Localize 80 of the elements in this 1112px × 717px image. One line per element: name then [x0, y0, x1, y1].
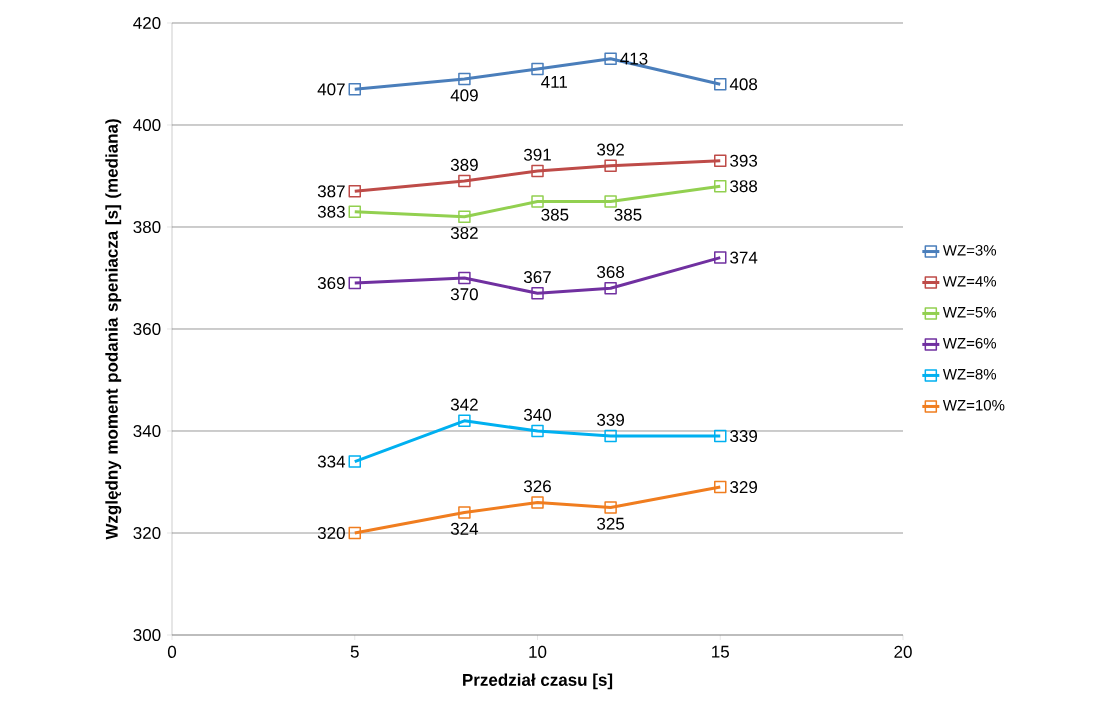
- point: [714, 480, 727, 494]
- point: [714, 429, 727, 443]
- point: [348, 205, 361, 218]
- x-tick-label: 15: [712, 645, 729, 658]
- x-axis-title: Przedział czasu [s]: [463, 673, 613, 690]
- legend-label: WZ=3%: [942, 245, 997, 256]
- point: [458, 271, 471, 285]
- data-label: 340: [523, 408, 552, 421]
- point: [531, 195, 544, 208]
- data-label: 408: [729, 78, 758, 91]
- data-label: 334: [317, 455, 346, 468]
- point: [458, 72, 471, 86]
- legend-label: WZ=4%: [942, 276, 997, 287]
- point: [604, 52, 617, 65]
- data-label: 388: [730, 180, 758, 193]
- data-label: 382: [450, 226, 478, 240]
- point: [458, 210, 471, 224]
- point: [714, 251, 727, 264]
- point: [458, 174, 471, 188]
- point: [604, 429, 617, 443]
- point: [531, 287, 544, 300]
- point: [348, 526, 361, 540]
- point: [531, 164, 544, 178]
- legend-label: WZ=6%: [942, 337, 997, 349]
- data-label: 342: [450, 398, 478, 411]
- data-label: 387: [317, 185, 345, 198]
- data-label: 391: [523, 148, 551, 161]
- legend-label: WZ=5%: [942, 306, 997, 318]
- point: [348, 276, 361, 290]
- data-label: 407: [317, 83, 345, 96]
- y-tick-label: 300: [133, 628, 161, 642]
- y-tick-label: 420: [133, 16, 161, 30]
- x-tick-label: 20: [894, 645, 912, 658]
- data-label: 411: [541, 76, 567, 88]
- point: [714, 179, 727, 193]
- point: [604, 159, 617, 173]
- point: [348, 455, 361, 468]
- data-label: 368: [597, 265, 625, 278]
- data-label: 369: [317, 277, 345, 290]
- data-label: 326: [523, 480, 551, 493]
- point: [531, 62, 544, 76]
- y-tick-label: 360: [133, 322, 161, 336]
- point: [714, 154, 727, 167]
- data-label: 383: [317, 205, 345, 218]
- data-label: 385: [614, 208, 642, 221]
- data-label: 339: [597, 413, 624, 426]
- data-label: 409: [450, 89, 478, 102]
- point: [604, 195, 617, 208]
- point: [531, 424, 544, 438]
- y-tick-label: 380: [133, 220, 161, 234]
- data-label: 329: [730, 481, 758, 494]
- data-label: 385: [541, 208, 569, 221]
- x-tick-label: 10: [529, 645, 547, 658]
- point: [458, 506, 471, 519]
- point: [458, 414, 471, 428]
- y-tick-label: 340: [133, 424, 161, 438]
- point: [348, 185, 361, 198]
- data-label: 389: [450, 158, 478, 171]
- data-label: 374: [730, 251, 758, 264]
- point: [531, 496, 544, 509]
- x-tick-label: 5: [350, 645, 359, 658]
- data-label: 324: [450, 522, 479, 535]
- x-tick-label: 0: [167, 645, 177, 658]
- data-label: 413: [620, 52, 648, 65]
- point: [714, 77, 727, 91]
- point: [348, 83, 361, 96]
- data-label: 392: [597, 143, 624, 156]
- y-axis-title: Względny moment podania speniacza [s] (mediana): [105, 119, 122, 540]
- data-label: 370: [450, 288, 478, 301]
- data-label: 393: [730, 154, 758, 167]
- data-label: 325: [597, 517, 625, 530]
- y-tick-label: 400: [133, 118, 161, 132]
- y-tick-label: 320: [133, 526, 161, 540]
- legend-label: WZ=10%: [942, 399, 1005, 411]
- data-label: 367: [523, 271, 551, 284]
- point: [604, 281, 617, 295]
- legend-label: WZ=8%: [942, 368, 997, 380]
- data-label: 339: [730, 430, 758, 443]
- data-label: 320: [317, 526, 345, 540]
- point: [604, 501, 617, 514]
